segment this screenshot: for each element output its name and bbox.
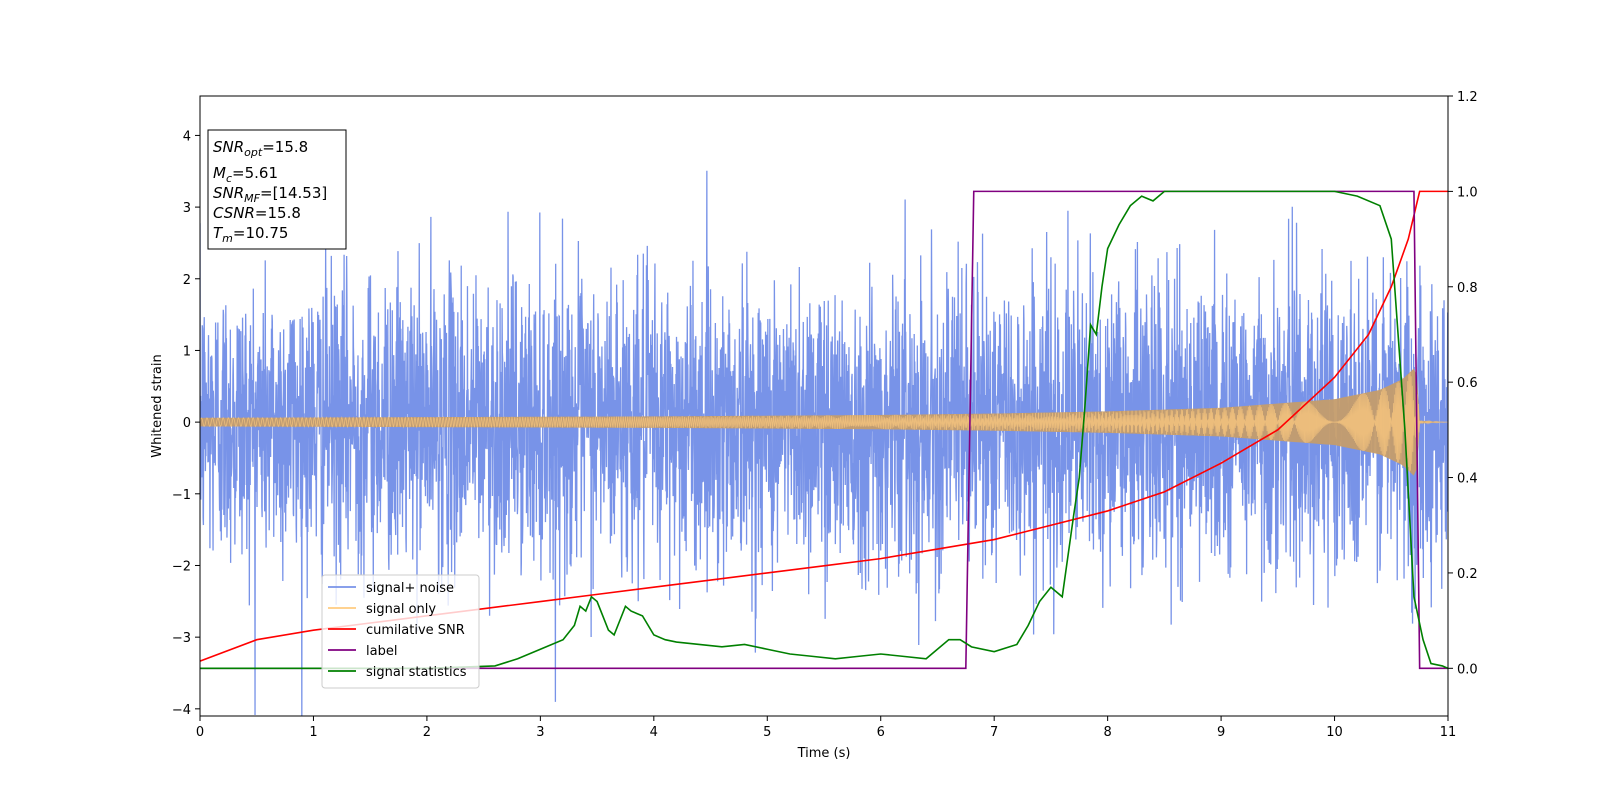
annotation-tm: Tm=10.75 [213, 224, 288, 245]
y2-tick-label: 0.6 [1457, 376, 1478, 391]
y-tick-label: −2 [172, 559, 191, 574]
y-tick-label: −3 [172, 631, 191, 646]
x-tick-label: 9 [1217, 725, 1225, 740]
series-signal-statistics [200, 190, 1448, 670]
y-tick-label: 4 [183, 129, 191, 144]
x-tick-label: 5 [763, 725, 771, 740]
y-tick-label: −1 [172, 488, 191, 503]
x-tick-label: 3 [536, 725, 544, 740]
series-signal-only-line [200, 372, 1448, 472]
legend-label: signal+ noise [366, 581, 454, 596]
x-axis-label: Time (s) [797, 746, 851, 761]
y2-tick-label: 1.2 [1457, 90, 1478, 105]
x-tick-label: 4 [650, 725, 658, 740]
y2-tick-label: 0.2 [1457, 567, 1478, 582]
x-tick-label: 1 [309, 725, 317, 740]
legend: signal+ noise signal only cumilative SNR la… [321, 574, 480, 689]
annotation-mc: Mc=5.61 [213, 164, 278, 185]
x-axis: 0 1 2 3 4 5 6 7 8 9 10 11 [196, 716, 1456, 740]
y-tick-label: 1 [183, 344, 191, 359]
y2-tick-label: 0.8 [1457, 281, 1478, 296]
y2-tick-label: 0.0 [1457, 662, 1478, 677]
x-tick-label: 0 [196, 725, 204, 740]
x-tick-label: 10 [1326, 725, 1343, 740]
y-tick-label: −4 [172, 703, 191, 718]
legend-label: signal only [366, 602, 436, 617]
x-tick-label: 6 [877, 725, 885, 740]
y2-tick-label: 0.4 [1457, 472, 1478, 487]
annotation-csnr: CSNR=15.8 [213, 204, 301, 222]
legend-label: cumilative SNR [366, 623, 465, 638]
x-tick-label: 7 [990, 725, 998, 740]
y2-tick-label: 1.0 [1457, 185, 1478, 200]
legend-label: label [366, 644, 397, 659]
y-axis-right: 0.0 0.2 0.4 0.6 0.8 1.0 1.2 [1448, 90, 1478, 677]
y-tick-label: 0 [183, 416, 191, 431]
annotation-box: SNRopt=15.8 Mc=5.61 SNRMF=[14.53] CSNR=1… [207, 129, 347, 250]
annotation-snr-opt: SNRopt=15.8 [213, 138, 308, 159]
y-axis-label: Whitened strain [150, 354, 165, 457]
x-tick-label: 2 [423, 725, 431, 740]
x-tick-label: 11 [1440, 725, 1457, 740]
legend-label: signal statistics [366, 665, 467, 680]
y-tick-label: 3 [183, 201, 191, 216]
y-tick-label: 2 [183, 273, 191, 288]
plot-frame [199, 95, 1449, 717]
y-axis-left: −4 −3 −2 −1 0 1 2 3 4 [172, 129, 200, 718]
legend-box [321, 574, 480, 689]
x-tick-label: 8 [1103, 725, 1111, 740]
annotation-snr-mf: SNRMF=[14.53] [213, 184, 327, 205]
